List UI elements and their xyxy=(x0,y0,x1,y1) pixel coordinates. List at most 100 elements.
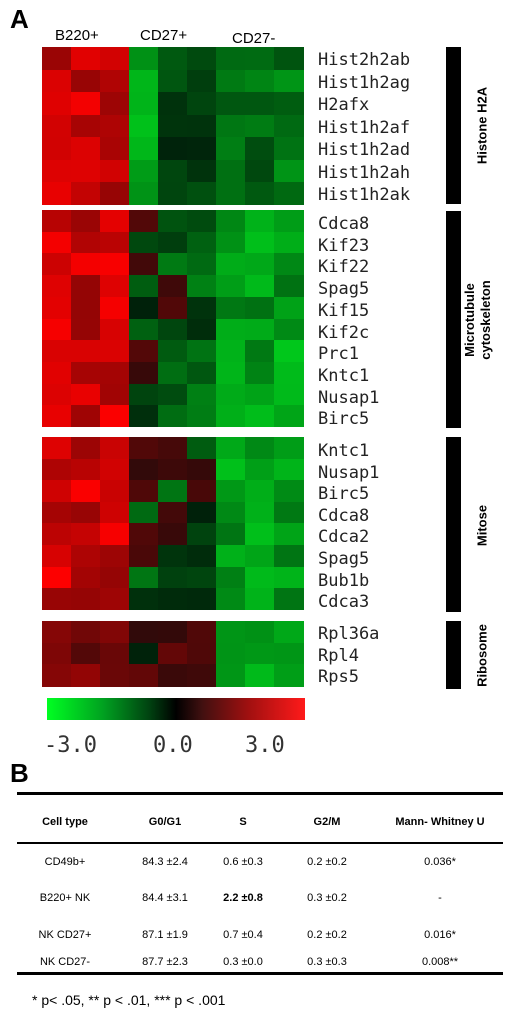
heatmap-cell xyxy=(245,47,275,70)
heatmap-cell xyxy=(42,545,72,568)
heatmap-cell xyxy=(274,114,304,138)
heatmap-cell xyxy=(100,231,130,254)
heatmap-cell xyxy=(187,92,217,115)
heatmap-cell xyxy=(129,621,159,644)
heatmap-cell xyxy=(42,458,72,481)
heatmap-cell xyxy=(245,621,275,644)
heatmap-cell xyxy=(245,114,275,138)
heatmap-cell xyxy=(245,296,275,319)
heatmap-cell xyxy=(71,231,101,254)
heatmap-cell xyxy=(42,114,72,138)
gene-label: Hist1h2ag xyxy=(318,72,411,93)
heatmap-cell xyxy=(216,69,246,93)
heatmap-cell xyxy=(216,501,246,524)
heatmap-cell xyxy=(274,69,304,93)
heatmap-cell xyxy=(274,159,304,183)
heatmap-cell xyxy=(129,137,159,160)
heatmap-cell xyxy=(129,340,159,363)
heatmap-cell xyxy=(129,231,159,254)
heatmap-cell xyxy=(274,296,304,319)
gene-label: Rps5 xyxy=(318,667,359,688)
heatmap-cell xyxy=(71,114,101,138)
heatmap-cell xyxy=(129,92,159,115)
heatmap-cell xyxy=(129,480,159,503)
heatmap-cell xyxy=(158,664,188,687)
heatmap-cell xyxy=(158,523,188,546)
heatmap-cell xyxy=(100,296,130,319)
table-cell: B220+ NK xyxy=(39,892,91,904)
gene-label: Prc1 xyxy=(318,344,359,365)
heatmap-cell xyxy=(100,480,130,503)
heatmap-cell xyxy=(129,275,159,298)
heatmap-cell xyxy=(216,588,246,611)
heatmap-cell xyxy=(100,588,130,611)
table-cell: 2.2 ±0.8 xyxy=(223,892,263,904)
heatmap-cell xyxy=(216,114,246,138)
heatmap-cell xyxy=(274,588,304,611)
heatmap-cell xyxy=(245,340,275,363)
heatmap-cell xyxy=(245,545,275,568)
heatmap-cell xyxy=(216,621,246,644)
heatmap-cell xyxy=(274,137,304,160)
heatmap-cell xyxy=(71,621,101,644)
heatmap-cell xyxy=(158,137,188,160)
heatmap-cell xyxy=(187,159,217,183)
heatmap-cell xyxy=(245,159,275,183)
gene-label: Nusap1 xyxy=(318,462,380,483)
heatmap-cell xyxy=(100,137,130,160)
table-cell: 0.6 ±0.3 xyxy=(223,856,263,868)
heatmap-cell xyxy=(71,361,101,385)
heatmap-cell xyxy=(42,501,72,524)
heatmap-cell xyxy=(129,159,159,183)
heatmap-cell xyxy=(245,253,275,276)
table-cell: 0.3 ±0.3 xyxy=(307,956,347,968)
heatmap-cell xyxy=(71,523,101,546)
gene-label: Hist1h2af xyxy=(318,117,411,138)
heatmap-cell xyxy=(245,92,275,115)
group-label-mitose: Mitose xyxy=(474,504,490,547)
heatmap-cell xyxy=(42,340,72,363)
heatmap-cell xyxy=(216,437,246,460)
heatmap-cell xyxy=(100,621,130,644)
heatmap-cell xyxy=(274,458,304,481)
heatmap-cell xyxy=(100,566,130,589)
heatmap-cell xyxy=(129,566,159,589)
heatmap-cell xyxy=(42,275,72,298)
table-cell: 0.016* xyxy=(424,929,456,941)
heatmap-cell xyxy=(71,296,101,319)
heatmap-cell xyxy=(245,523,275,546)
gene-label: Hist1h2ak xyxy=(318,185,411,205)
heatmap-cell xyxy=(71,275,101,298)
heatmap-cell xyxy=(71,47,101,70)
heatmap-cell xyxy=(216,545,246,568)
heatmap-cell xyxy=(274,253,304,276)
heatmap-cell xyxy=(129,405,159,428)
heatmap-cell xyxy=(245,642,275,665)
gene-label: Hist1h2ad xyxy=(318,140,411,160)
heatmap-cell xyxy=(129,47,159,70)
group-bar-mitose xyxy=(446,437,461,612)
table-cell: 0.2 ±0.2 xyxy=(307,856,347,868)
heatmap-cell xyxy=(158,361,188,385)
heatmap-cell xyxy=(42,405,72,428)
heatmap-cell xyxy=(187,437,217,460)
heatmap-cell xyxy=(158,275,188,298)
heatmap-cell xyxy=(71,182,101,205)
group-label-microtubule: Microtubule cytoskeleton xyxy=(462,260,494,380)
table-header-rule xyxy=(17,842,503,844)
heatmap-cell xyxy=(216,361,246,385)
heatmap-cell xyxy=(129,296,159,319)
heatmap-cell xyxy=(42,664,72,687)
heatmap-cell xyxy=(158,210,188,233)
heatmap-cell xyxy=(42,621,72,644)
table-header-g0g1: G0/G1 xyxy=(148,816,182,828)
heatmap-cell xyxy=(158,458,188,481)
group-bar-histone xyxy=(446,47,461,204)
heatmap-cell xyxy=(42,182,72,205)
table-cell: 84.3 ±2.4 xyxy=(142,856,188,868)
gene-label: Kif23 xyxy=(318,235,370,256)
heatmap-cell xyxy=(129,642,159,665)
heatmap-cell xyxy=(42,642,72,665)
heatmap-cell xyxy=(274,664,304,687)
heatmap-cell xyxy=(158,159,188,183)
